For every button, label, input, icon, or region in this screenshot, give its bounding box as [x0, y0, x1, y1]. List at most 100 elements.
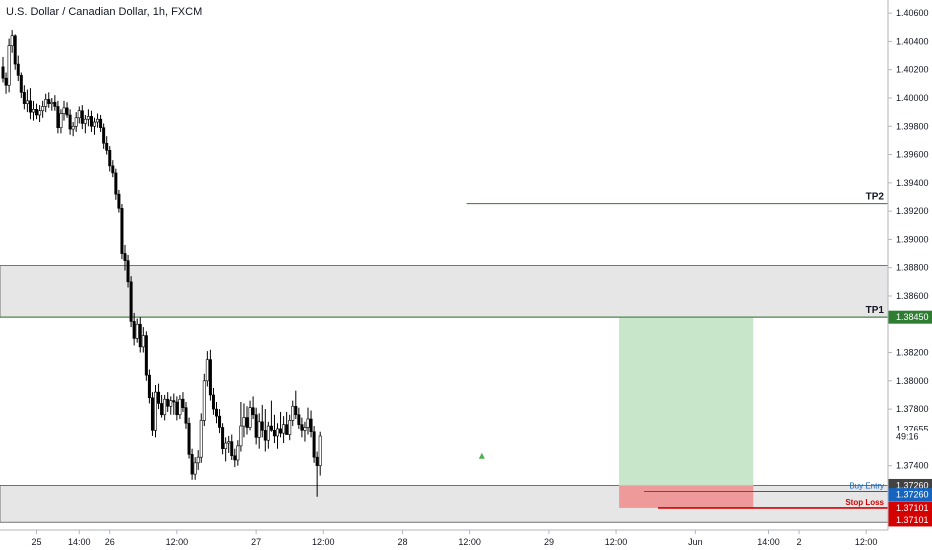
x-tick-label: 12:00	[855, 537, 878, 547]
y-tick-label: 1.40200	[896, 65, 929, 75]
y-tick-label: 1.38600	[896, 291, 929, 301]
candle-body	[74, 117, 78, 127]
candle-body	[190, 454, 194, 475]
triangle-up-icon	[478, 452, 485, 459]
candle-body	[38, 110, 42, 116]
y-tick-label: 1.39000	[896, 234, 929, 244]
price-tag	[888, 513, 932, 527]
candle-body	[102, 127, 106, 144]
price-tag-label: 1.37101	[896, 515, 929, 525]
candle-body	[312, 431, 316, 458]
candle-body	[111, 165, 115, 174]
candle-body	[80, 110, 84, 124]
candle-body	[105, 142, 109, 151]
y-tick-label: 1.40000	[896, 93, 929, 103]
x-tick-label: 12:00	[166, 537, 189, 547]
x-tick-label: 27	[251, 537, 261, 547]
candle-body	[126, 260, 130, 283]
candle-body	[230, 441, 234, 457]
candle-body	[144, 335, 148, 376]
candle-body	[28, 100, 32, 113]
candle-body	[19, 75, 23, 93]
candle-body	[303, 427, 307, 431]
candle-body	[169, 400, 173, 407]
tp2-label: TP2	[866, 192, 885, 203]
y-tick-label: 1.39800	[896, 121, 929, 131]
candle-body	[315, 456, 319, 466]
candle-body	[25, 100, 29, 104]
x-tick-label: 14:00	[757, 537, 780, 547]
price-tag	[889, 430, 932, 443]
candle-body	[248, 407, 252, 428]
candle-body	[77, 110, 81, 119]
candle-body	[56, 106, 60, 128]
candle-body	[50, 101, 54, 104]
candle-body	[123, 253, 127, 261]
candle-body	[13, 35, 17, 65]
x-tick-label: 14:00	[68, 537, 91, 547]
y-tick-label: 1.40400	[896, 36, 929, 46]
candle-body	[86, 116, 90, 120]
candle-body	[47, 99, 51, 104]
price-tag-label: 1.37101	[896, 503, 929, 513]
candle-body	[196, 456, 200, 464]
candle-body	[218, 415, 222, 428]
candle-body	[236, 445, 240, 461]
candle-body	[208, 359, 212, 396]
candle-body	[184, 407, 188, 424]
candle-body	[10, 35, 14, 46]
price-tag-label: 1.38450	[896, 312, 929, 322]
candles	[1, 30, 322, 497]
y-tick-label: 1.38800	[896, 263, 929, 273]
candle-body	[242, 417, 246, 427]
candle-body	[288, 420, 292, 435]
x-tick-label: 28	[398, 537, 408, 547]
candle-body	[239, 425, 243, 447]
candle-body	[254, 414, 258, 438]
candle-body	[150, 397, 154, 431]
y-tick-label: 1.39600	[896, 150, 929, 160]
candle-body	[306, 418, 310, 428]
price-tag	[888, 310, 932, 324]
candle-body	[233, 455, 237, 461]
y-tick-label: 1.39200	[896, 206, 929, 216]
candle-body	[89, 116, 93, 127]
candle-body	[221, 427, 225, 449]
candle-body	[266, 425, 270, 441]
x-tick-label: 2	[797, 537, 802, 547]
candle-body	[22, 92, 26, 104]
candle-body	[300, 424, 304, 431]
candle-body	[166, 398, 170, 407]
tp1-label: TP1	[866, 305, 885, 316]
candle-body	[178, 398, 182, 416]
candle-body	[65, 107, 69, 116]
candle-body	[211, 394, 215, 410]
candle-body	[93, 121, 97, 127]
candle-body	[154, 391, 158, 431]
candle-body	[224, 442, 228, 449]
candle-body	[16, 63, 20, 76]
y-tick-label: 1.40600	[896, 8, 929, 18]
candle-body	[245, 417, 249, 428]
price-tag	[888, 488, 932, 502]
candle-body	[138, 323, 142, 348]
candle-body	[263, 430, 267, 441]
candle-body	[71, 125, 75, 130]
candle-body	[260, 421, 264, 431]
price-tag-label: 49:16	[896, 432, 919, 442]
candle-body	[62, 107, 66, 114]
candle-body	[1, 66, 5, 79]
stop-area	[619, 485, 754, 508]
candle-body	[53, 101, 57, 107]
candle-body	[318, 435, 322, 466]
candle-body	[215, 408, 219, 417]
x-tick-label: 12:00	[458, 537, 481, 547]
candle-body	[251, 407, 255, 416]
candle-body	[44, 99, 48, 107]
candle-body	[99, 118, 103, 128]
price-tag-label: 1.37260	[896, 490, 929, 500]
x-tick-label: 12:00	[605, 537, 628, 547]
x-tick-label: 12:00	[312, 537, 335, 547]
candle-body	[181, 398, 185, 408]
